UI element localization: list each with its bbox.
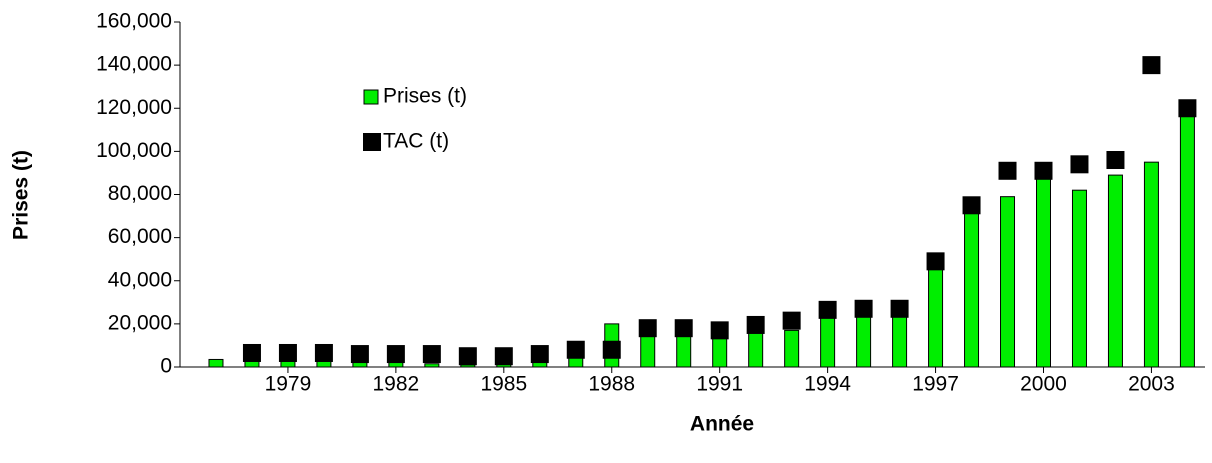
y-tick-label: 100,000 [96, 139, 172, 162]
bar [1143, 161, 1159, 368]
bar [1000, 196, 1016, 368]
x-tick-label: 2000 [1020, 373, 1067, 396]
marker [746, 315, 765, 334]
marker [890, 299, 909, 318]
bar [748, 332, 764, 368]
bar [892, 314, 908, 368]
bar [1179, 114, 1195, 368]
legend-label: Prises (t) [383, 85, 467, 108]
legend-swatch [363, 133, 381, 151]
x-tick-label: 2003 [1128, 373, 1175, 396]
x-tick-label: 1982 [373, 373, 420, 396]
x-tick-label: 1997 [912, 373, 959, 396]
y-tick-label: 120,000 [96, 96, 172, 119]
marker [638, 319, 657, 338]
y-tick-label: 0 [160, 355, 172, 378]
marker [350, 345, 369, 364]
marker [1034, 161, 1053, 180]
y-tick-label: 60,000 [108, 225, 172, 248]
marker [602, 340, 621, 359]
x-tick-label: 1985 [480, 373, 527, 396]
bar [784, 329, 800, 368]
bar [820, 316, 836, 368]
marker [1070, 155, 1089, 174]
legend-swatch [363, 89, 379, 105]
marker [926, 252, 945, 271]
bar [424, 363, 440, 368]
marker [566, 340, 585, 359]
marker [386, 345, 405, 364]
x-tick-label: 1991 [696, 373, 743, 396]
marker [782, 311, 801, 330]
y-tick-label: 20,000 [108, 311, 172, 334]
bar [1107, 174, 1123, 368]
marker [1106, 151, 1125, 169]
marker [854, 299, 873, 318]
x-tick-label: 1988 [588, 373, 635, 396]
marker [1142, 56, 1161, 75]
marker [278, 343, 297, 362]
x-tick-label: 1994 [804, 373, 851, 396]
marker [998, 161, 1017, 180]
bar [1071, 189, 1087, 368]
marker [458, 347, 477, 366]
bar [928, 267, 944, 368]
y-axis-title: Prises (t) [10, 150, 33, 240]
bar [856, 314, 872, 368]
bar [208, 358, 224, 368]
bar [1035, 176, 1051, 368]
y-tick-label: 140,000 [96, 53, 172, 76]
marker [422, 345, 441, 364]
bar [712, 336, 728, 368]
marker [962, 196, 981, 215]
bar [676, 334, 692, 368]
marker [818, 300, 837, 319]
legend-label: TAC (t) [383, 130, 449, 153]
marker [494, 347, 513, 366]
marker [674, 319, 693, 338]
x-tick-label: 1979 [265, 373, 312, 396]
bar [964, 211, 980, 368]
marker [1178, 99, 1197, 118]
bar [640, 334, 656, 368]
marker [314, 343, 333, 362]
y-tick-label: 80,000 [108, 182, 172, 205]
marker [710, 321, 729, 340]
marker [242, 343, 261, 362]
marker [530, 345, 549, 364]
y-tick-label: 40,000 [108, 268, 172, 291]
y-tick-label: 160,000 [96, 10, 172, 33]
x-axis-title: Année [690, 413, 754, 436]
